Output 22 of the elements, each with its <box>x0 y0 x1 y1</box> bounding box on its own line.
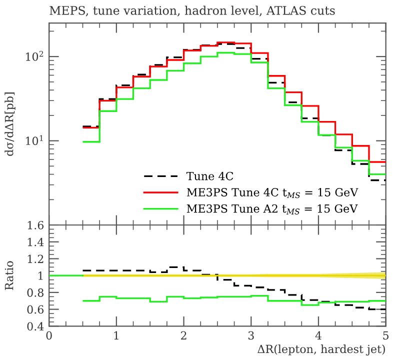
x-tick-label: 2 <box>181 331 186 340</box>
y-tick-label: 1 <box>38 272 43 280</box>
y-tick-label: 0.4 <box>27 322 44 331</box>
y-tick-label: 10$^{2}$ <box>26 50 44 61</box>
legend-label: ME3PS Tune A2 t$_{MS}$ = 15 GeV <box>186 204 358 214</box>
x-axis-title: ΔR(lepton, hardest jet) <box>258 344 385 356</box>
x-tick-label: 5 <box>383 331 389 340</box>
x-tick-label: 3 <box>248 331 254 340</box>
chart-title: MEPS, tune variation, hadron level, ATLAS cuts <box>50 6 335 16</box>
y-tick-label: 0.6 <box>27 305 44 314</box>
y-axis-title: Ratio <box>4 261 14 290</box>
y-tick-label: 0.8 <box>27 288 44 297</box>
x-tick-label: 0 <box>46 331 52 340</box>
y-axis-title: dσ/dΔR[pb] <box>4 92 16 156</box>
y-tick-label: 1.6 <box>28 220 44 230</box>
x-tick-label: 1 <box>114 331 118 340</box>
y-tick-label: 1.4 <box>28 238 44 246</box>
y-tick-label: 1.2 <box>28 254 44 264</box>
legend-label: ME3PS Tune 4C t$_{MS}$ = 15 GeV <box>186 188 358 198</box>
y-tick-label: 10$^{1}$ <box>26 135 43 146</box>
legend-label: Tune 4C <box>186 172 234 180</box>
x-tick-label: 4 <box>315 331 322 340</box>
